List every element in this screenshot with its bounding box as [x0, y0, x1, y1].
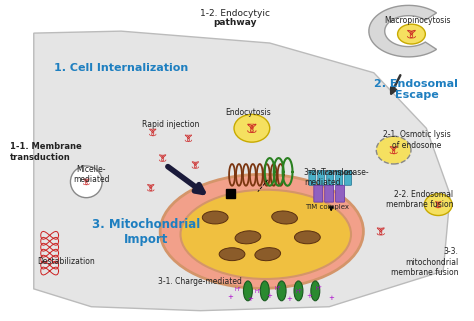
Text: TOM complex: TOM complex — [308, 170, 355, 176]
Text: 2-2. Endosomal
membrane fusion: 2-2. Endosomal membrane fusion — [386, 190, 453, 209]
Circle shape — [71, 166, 102, 198]
Ellipse shape — [219, 248, 245, 261]
Text: +: + — [227, 294, 233, 300]
Ellipse shape — [260, 281, 269, 301]
FancyBboxPatch shape — [309, 170, 316, 185]
Text: 1-2. Endocytyic: 1-2. Endocytyic — [200, 9, 270, 18]
Text: 3-3.
mitochondrial
membrane fusion: 3-3. mitochondrial membrane fusion — [391, 247, 458, 277]
Text: H⁺: H⁺ — [296, 289, 303, 294]
Ellipse shape — [234, 114, 270, 142]
Text: +: + — [247, 296, 253, 302]
FancyBboxPatch shape — [327, 170, 334, 185]
Text: pathway: pathway — [213, 18, 257, 27]
Text: Macropinocytosis: Macropinocytosis — [384, 16, 451, 25]
Ellipse shape — [277, 281, 286, 301]
Text: +: + — [306, 293, 312, 299]
Ellipse shape — [398, 24, 425, 44]
FancyBboxPatch shape — [226, 189, 235, 198]
FancyBboxPatch shape — [345, 170, 352, 185]
Text: 1. Cell Internalization: 1. Cell Internalization — [54, 63, 188, 73]
Text: Destabilization: Destabilization — [38, 257, 95, 266]
Ellipse shape — [272, 211, 298, 224]
Text: 2. Endosomal
Escape: 2. Endosomal Escape — [374, 79, 458, 100]
Text: 2-1. Osmotic lysis
of endosome: 2-1. Osmotic lysis of endosome — [383, 130, 450, 150]
Ellipse shape — [244, 281, 252, 301]
Text: +: + — [267, 293, 273, 299]
Ellipse shape — [424, 194, 452, 215]
Text: Endocytosis: Endocytosis — [225, 108, 271, 117]
Text: Micelle-
mediated: Micelle- mediated — [73, 165, 109, 184]
Text: 3-1. Charge-mediated: 3-1. Charge-mediated — [158, 277, 242, 286]
Text: 1-1. Membrane
transduction: 1-1. Membrane transduction — [10, 142, 82, 161]
Ellipse shape — [235, 231, 261, 244]
Ellipse shape — [181, 190, 351, 279]
Polygon shape — [369, 5, 437, 57]
Ellipse shape — [311, 281, 320, 301]
Ellipse shape — [294, 231, 320, 244]
Text: TIM complex: TIM complex — [305, 204, 349, 210]
FancyBboxPatch shape — [336, 170, 343, 185]
Text: 3-2. Translocase-
mediated: 3-2. Translocase- mediated — [304, 168, 369, 187]
FancyBboxPatch shape — [325, 185, 334, 202]
FancyBboxPatch shape — [318, 170, 325, 185]
Text: H⁺: H⁺ — [316, 286, 323, 291]
Text: +: + — [287, 296, 292, 302]
Text: Rapid injection: Rapid injection — [142, 120, 199, 129]
FancyBboxPatch shape — [314, 185, 323, 202]
Ellipse shape — [294, 281, 303, 301]
FancyBboxPatch shape — [336, 185, 345, 202]
Ellipse shape — [376, 136, 411, 164]
Text: H⁺: H⁺ — [255, 289, 261, 294]
Polygon shape — [34, 31, 450, 311]
Text: +: + — [328, 295, 334, 301]
Text: 3. Mitochondrial
Import: 3. Mitochondrial Import — [91, 218, 200, 246]
Text: H⁺: H⁺ — [235, 287, 241, 292]
Ellipse shape — [160, 174, 364, 288]
Ellipse shape — [202, 211, 228, 224]
Text: H⁺: H⁺ — [274, 286, 281, 291]
Ellipse shape — [255, 248, 281, 261]
